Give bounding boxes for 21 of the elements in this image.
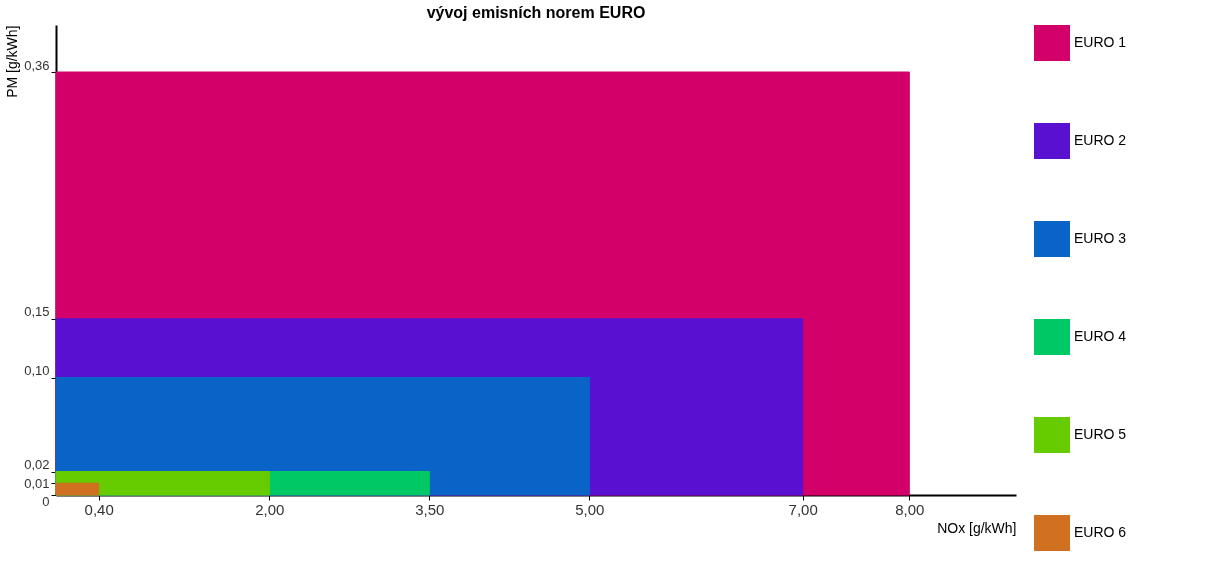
y-tick-label: 0,01 [24,475,50,491]
x-axis-title: NOx [g/kWh] [937,519,1017,536]
chart-title: vývoj emisních norem EURO [426,4,646,21]
legend-label: EURO 5 [1074,426,1127,442]
legend-label: EURO 6 [1074,524,1127,540]
legend-label: EURO 2 [1074,132,1127,148]
y-tick-label: 0,02 [24,457,50,472]
y-tick-label: 0 [42,493,50,509]
legend-label: EURO 3 [1074,230,1127,246]
x-tick-label: 2,00 [255,500,285,518]
legend-label: EURO 1 [1074,34,1127,50]
x-tick-label: 8,00 [895,500,925,518]
y-tick-label: 0,36 [24,57,50,73]
x-tick-label: 0,40 [84,500,114,518]
y-tick-label: 0,15 [24,304,50,320]
x-tick-label: 7,00 [788,500,818,518]
x-tick-label: 3,50 [415,500,445,518]
y-axis-title: PM [g/kWh] [4,25,21,98]
y-tick-label: 0,10 [24,363,50,378]
x-tick-label: 5,00 [575,500,605,518]
legend-label: EURO 4 [1074,328,1127,344]
